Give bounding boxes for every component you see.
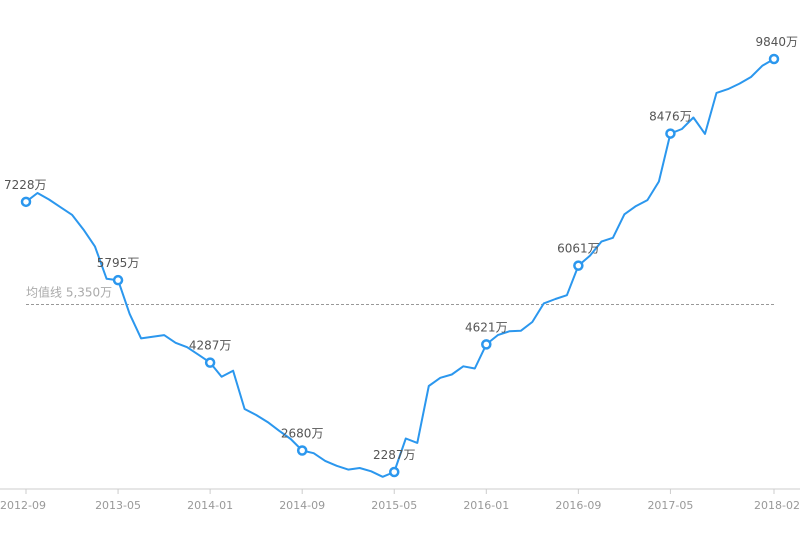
data-label-2016-01: 4621万 [465, 320, 508, 334]
data-point-2015-05 [388, 466, 400, 478]
mean-line-label: 均值线 5,350万 [26, 285, 112, 300]
data-label-2012-09: 7228万 [4, 178, 47, 192]
x-axis-ticks: 2012-09 2013-05 2014-01 2014-09 2015-05 2016-… [0, 489, 800, 512]
x-tick-label-2016-09: 2016-09 [555, 499, 601, 512]
data-point-2016-09 [573, 260, 584, 271]
data-label-2015-05: 2287万 [373, 448, 416, 462]
data-point-2016-01 [481, 339, 492, 350]
data-label-2013-05: 5795万 [97, 256, 140, 270]
series-line [25, 58, 775, 478]
data-point-2014-09 [296, 445, 308, 456]
data-label-2016-09: 6061万 [557, 242, 600, 256]
data-label-2017-05: 8476万 [649, 110, 692, 124]
x-tick-label-2012-09: 2012-09 [0, 499, 46, 512]
x-tick-label-2018-02: 2018-02 [754, 499, 800, 512]
x-tick-label-2014-09: 2014-09 [279, 499, 325, 512]
x-tick-label-2017-05: 2017-05 [647, 499, 693, 512]
data-point-2014-01 [204, 357, 216, 368]
data-labels: 7228万 5795万 4287万 2680万 2287万 4621万 6061万 8476万… [4, 35, 798, 462]
x-tick-label-2016-01: 2016-01 [463, 499, 509, 512]
data-point-2017-05 [665, 128, 676, 139]
data-points [20, 53, 780, 478]
data-label-2014-01: 4287万 [189, 339, 232, 353]
data-point-2013-05 [112, 274, 124, 286]
data-label-2014-09: 2680万 [281, 427, 324, 441]
x-tick-label-2013-05: 2013-05 [95, 499, 141, 512]
data-label-2018-02: 9840万 [755, 35, 798, 49]
data-point-2018-02 [768, 53, 780, 65]
data-point-2012-09 [20, 196, 32, 208]
x-tick-label-2015-05: 2015-05 [371, 499, 417, 512]
x-tick-label-2014-01: 2014-01 [187, 499, 233, 512]
